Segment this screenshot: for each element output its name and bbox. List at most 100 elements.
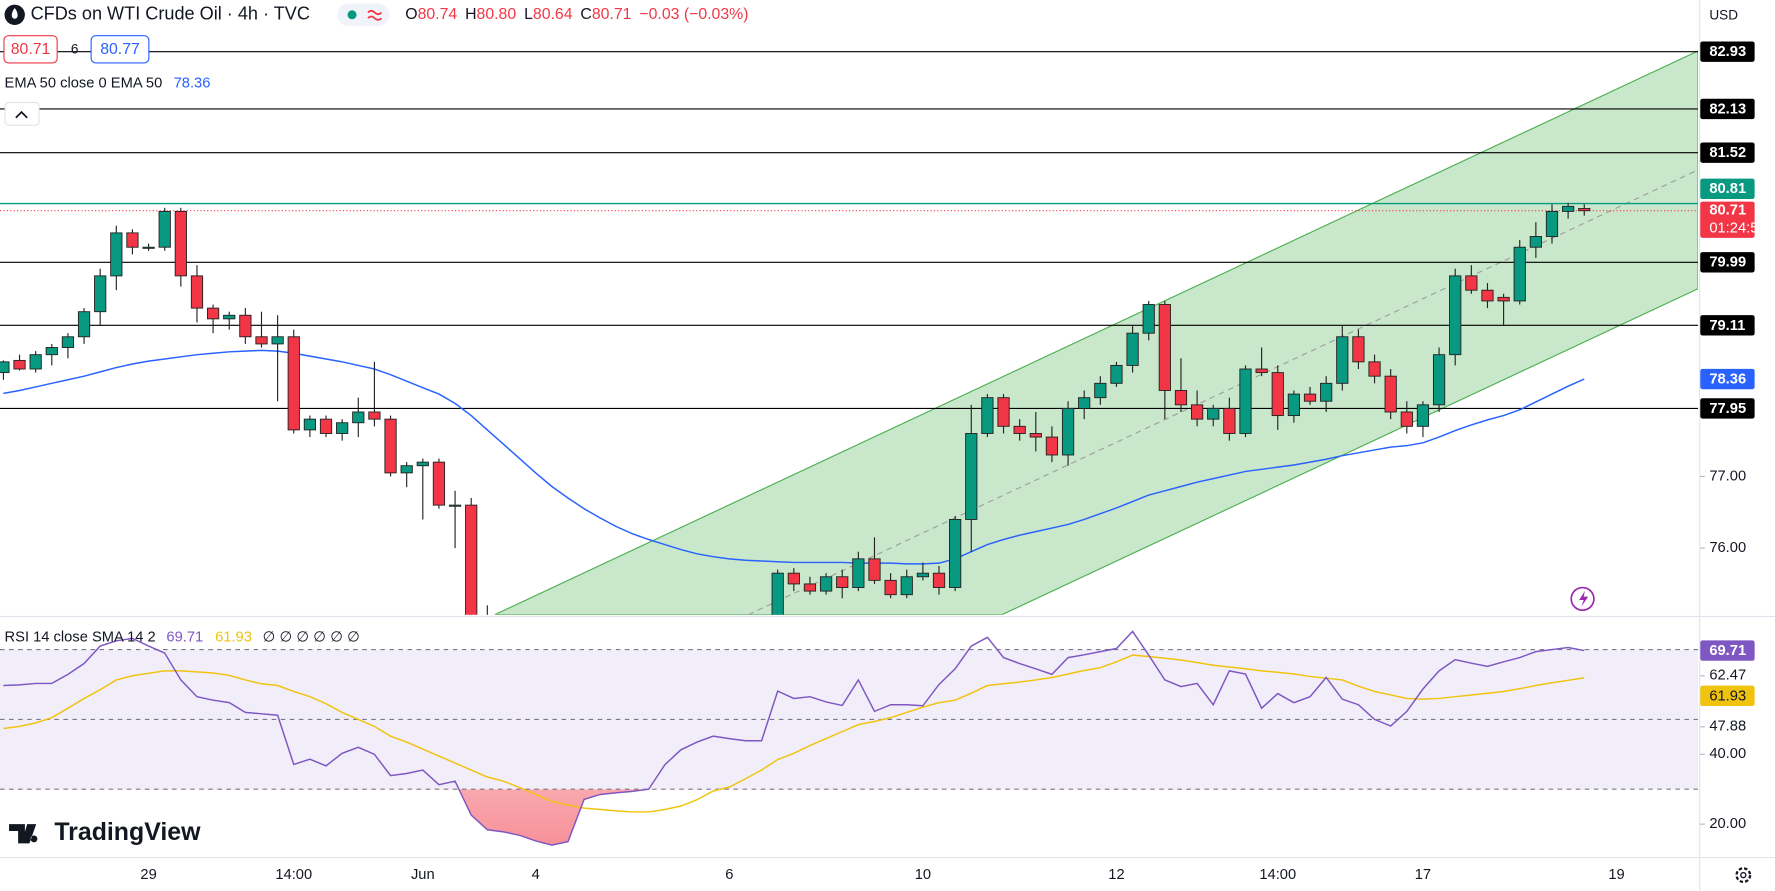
level-label: 82.13: [1709, 101, 1746, 117]
last-price-label: 80.71: [1709, 203, 1746, 219]
level-label: 79.11: [1709, 318, 1745, 334]
buy-button[interactable]: [90, 35, 150, 64]
rsi-legend-value: 69.71: [166, 629, 203, 645]
candle-body: [1255, 368, 1268, 374]
level-label-box: [1700, 142, 1755, 163]
candle-body: [287, 336, 300, 431]
quote-key: L: [524, 6, 533, 23]
candle-body: [223, 314, 236, 320]
candle-body: [174, 210, 187, 277]
candle-body: [1094, 382, 1107, 399]
candle-body: [900, 576, 913, 596]
quote-key: C: [580, 6, 591, 23]
candle-body: [303, 418, 317, 431]
status-pill[interactable]: [337, 3, 390, 27]
candle-body: [77, 311, 91, 338]
candle-body: [1029, 433, 1042, 438]
y-tick-label: 47.88: [1709, 719, 1746, 735]
settings-gear[interactable]: [1735, 867, 1752, 884]
quote-value: 80.71: [592, 6, 632, 23]
candle-body: [126, 232, 139, 248]
x-tick-label: 29: [140, 867, 156, 883]
candle-body: [319, 418, 333, 434]
candle-body: [1045, 436, 1059, 456]
candle-body: [45, 347, 58, 356]
bid-price[interactable]: 80.71: [11, 41, 51, 58]
y-tick-label: 76.00: [1709, 540, 1746, 556]
candle-body: [110, 232, 123, 277]
candle-body: [997, 397, 1010, 427]
rsi-legend: RSI 14 close SMA 14 2: [5, 629, 156, 645]
level-label: 82.93: [1709, 44, 1746, 60]
candle-body: [1513, 246, 1526, 302]
currency[interactable]: USD: [1709, 7, 1738, 22]
candle-body: [400, 465, 413, 474]
candle-body: [819, 576, 833, 592]
candle-body: [368, 411, 381, 420]
x-tick-label: 17: [1415, 867, 1431, 883]
candle-body: [1416, 404, 1430, 427]
candle-body: [1384, 375, 1397, 413]
axes: 76.00 77.00 82.93 82.13 81.52 79.99 79.11 77.95…: [140, 41, 1767, 883]
header: CFDs on WTI Crude Oil · 4h · TVC O80.74 H…: [3, 3, 1752, 884]
sell-button[interactable]: [3, 35, 58, 64]
candle-body: [771, 572, 784, 615]
level-label: 79.99: [1709, 255, 1746, 271]
level-label-box: [1700, 398, 1755, 419]
candle-body: [884, 579, 897, 596]
candle-body: [1545, 210, 1559, 237]
candle-body: [852, 558, 865, 588]
x-tick-label: 10: [915, 867, 931, 883]
quote-key: H: [465, 6, 476, 23]
candle-body: [1142, 304, 1155, 334]
candle-body: [932, 572, 946, 588]
y-tick-label: 40.00: [1709, 746, 1746, 762]
candle-body: [1190, 404, 1204, 420]
parallel-channel: [494, 50, 1699, 615]
candle-body: [916, 572, 929, 578]
candle-body: [1223, 407, 1236, 434]
candle-body: [239, 314, 252, 338]
candle-body: [1400, 411, 1413, 427]
ema-label: 78.36: [1709, 371, 1746, 387]
candle-body: [836, 576, 849, 588]
x-tick-label: 4: [532, 867, 540, 883]
candle-body: [190, 275, 204, 309]
x-tick-label: 6: [725, 867, 733, 883]
candle-body: [1497, 296, 1510, 302]
candle-body: [416, 461, 429, 467]
marker-label: 80.81: [1709, 181, 1746, 197]
x-tick-label: Jun: [411, 867, 435, 883]
candle-body: [1174, 390, 1188, 406]
candle-body: [0, 361, 10, 374]
candle-body: [1465, 275, 1478, 291]
logo-mark: [9, 824, 38, 844]
quote-change: −0.03 (−0.03%): [639, 6, 748, 23]
candle-body: [949, 519, 962, 588]
candle-body: [868, 558, 881, 581]
rsi-sma-legend-value: 61.93: [215, 629, 252, 645]
candle-body: [336, 422, 349, 434]
spread: 6: [71, 41, 79, 56]
ask-price[interactable]: 80.77: [100, 41, 140, 58]
candle-body: [1449, 275, 1462, 356]
candle-body: [1303, 393, 1317, 402]
candle-body: [61, 336, 75, 348]
candle-body: [803, 583, 817, 592]
logo-text: TradingView: [54, 818, 201, 846]
quote-value: 80.74: [418, 6, 458, 23]
candle-body: [448, 504, 462, 507]
candle-body: [1207, 407, 1220, 420]
collapse-icon: [15, 110, 28, 119]
candle-body: [1158, 304, 1171, 391]
market-status-dot: [347, 10, 357, 20]
candle-body: [1320, 382, 1333, 402]
x-tick-label: 14:00: [275, 867, 312, 883]
y-tick-label: 62.47: [1709, 668, 1746, 684]
y-tick-label: 77.00: [1709, 468, 1746, 484]
ema-legend-value: 78.36: [174, 76, 211, 92]
candle-body: [1352, 336, 1365, 363]
alert-bolt: [1579, 590, 1589, 607]
